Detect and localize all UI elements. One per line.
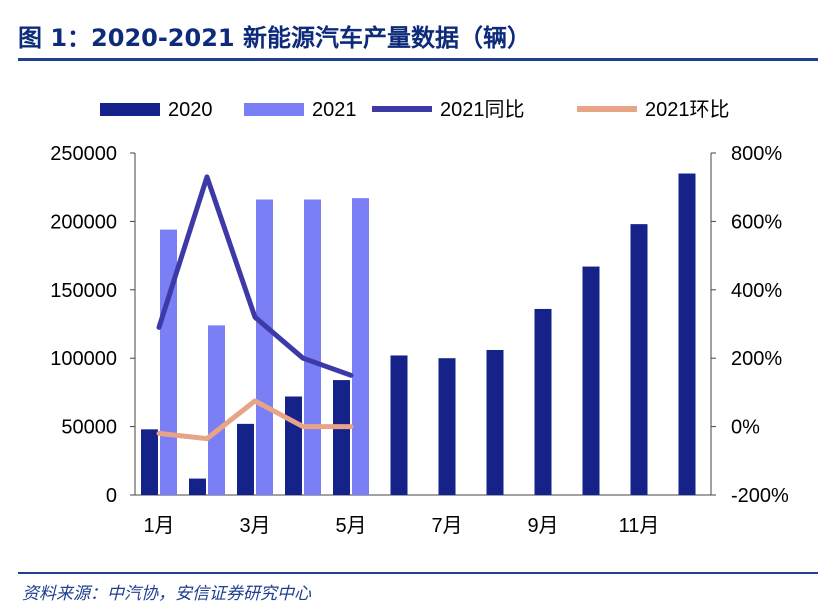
y-left-tick-label: 250000 [50,143,117,165]
bar-2020 [390,355,408,495]
chart-title: 图 1：2020-2021 新能源汽车产量数据（辆） [18,24,531,52]
x-tick-label: 9月 [527,515,558,537]
x-tick-label: 3月 [239,515,270,537]
bar-2020 [237,423,254,495]
legend-label: 2020 [168,99,213,121]
bar-2020 [678,173,696,495]
y-left-tick-label: 0 [106,485,117,507]
y-right-tick-label: 400% [731,280,782,302]
bar-2021 [256,199,273,495]
y-right-tick-label: 0% [731,417,760,439]
line-2021-mom [156,398,354,442]
line-2021-yoy [156,174,354,378]
bar-2021 [208,325,225,495]
source-note: 资料来源：中汽协，安信证券研究中心 [22,584,311,604]
legend-swatch [244,103,304,116]
y-right-tick-label: 600% [731,211,782,233]
x-tick-label: 7月 [431,515,462,537]
bar-2020 [438,358,456,495]
y-left-tick-label: 100000 [50,348,117,370]
bar-2020 [285,396,302,495]
bar-2020 [582,266,600,495]
x-tick-label: 5月 [335,515,366,537]
legend-label: 2021环比 [645,98,730,121]
bar-2021 [304,199,321,495]
bar-2020 [486,349,504,495]
bar-2020 [630,224,648,496]
y-left-tick-label: 200000 [50,211,117,233]
y-right-tick-label: 200% [731,348,782,370]
legend-swatch [100,103,160,116]
x-tick-label: 11月 [619,515,660,537]
bar-2020 [141,429,158,495]
bar-2020 [534,308,552,495]
bar-2021 [160,229,177,495]
title-divider [18,58,818,61]
legend-label: 2021同比 [440,98,525,121]
y-right-tick-label: 800% [731,143,782,165]
bar-2021 [352,198,369,496]
y-left-tick-label: 150000 [50,280,117,302]
bar-2020 [189,478,206,495]
source-divider [18,572,818,574]
bar-2020 [333,380,350,495]
legend-label: 2021 [312,99,357,121]
x-tick-label: 1月 [143,515,174,537]
y-left-tick-label: 50000 [61,417,117,439]
y-right-tick-label: -200% [731,485,789,507]
